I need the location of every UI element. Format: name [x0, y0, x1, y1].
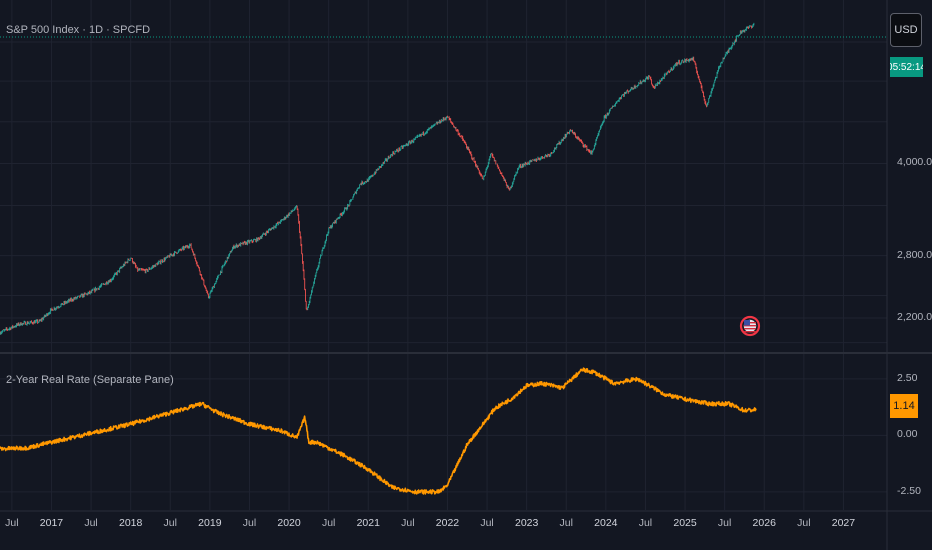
last-rate-label: 1.14: [890, 394, 918, 418]
time-axis-tick-label: 2022: [435, 517, 460, 529]
time-axis-tick-label: Jul: [559, 517, 573, 529]
time-axis-tick-label: Jul: [638, 517, 653, 529]
price-axis-tick-label: 4,000.00: [897, 156, 932, 169]
time-axis-tick-label: 2025: [673, 517, 697, 529]
time-axis-tick-label: Jul: [321, 517, 336, 529]
time-axis-tick-label: 2026: [752, 517, 776, 529]
time-axis-tick-label: 2027: [831, 517, 856, 529]
time-axis-tick-label: Jul: [401, 517, 415, 529]
rate-axis-tick-label: 2.50: [897, 371, 918, 384]
time-axis-tick-label: Jul: [5, 517, 19, 529]
time-axis-tick-label: 2020: [277, 517, 301, 529]
time-axis-tick-label: Jul: [797, 517, 811, 529]
time-axis-tick-label: 2017: [39, 517, 64, 529]
price-candles: [0, 22, 755, 335]
time-axis-tick-label: Jul: [480, 517, 494, 529]
time-axis-tick-label: 2023: [514, 517, 539, 529]
time-axis-tick-label: 2021: [356, 517, 380, 529]
rate-series-line: [0, 367, 757, 495]
main-series-legend[interactable]: S&P 500 Index · 1D · SPCFD: [6, 24, 151, 36]
time-axis-tick-label: Jul: [717, 517, 732, 529]
price-axis-tick-label: 2,800.00: [897, 248, 932, 261]
time-axis-tick-label: Jul: [84, 517, 98, 529]
rate-axis-tick-label: 0.00: [897, 428, 918, 441]
time-axis-tick-label: 2024: [594, 517, 618, 529]
time-axis-tick-label: Jul: [163, 517, 177, 529]
us-flag-event-icon[interactable]: [739, 315, 761, 337]
currency-selector-button[interactable]: USD: [890, 13, 922, 47]
grid: [0, 0, 887, 510]
rate-axis-tick-label: -2.50: [897, 484, 921, 497]
price-axis-tick-label: 2,200.00: [897, 310, 932, 323]
time-axis-tick-label: Jul: [242, 517, 257, 529]
last-price-label: 05:52:14: [890, 57, 923, 77]
time-axis-tick-label: 2018: [118, 517, 143, 529]
time-axis-tick-label: 2019: [198, 517, 222, 529]
rate-pane-legend[interactable]: 2-Year Real Rate (Separate Pane): [6, 374, 174, 386]
